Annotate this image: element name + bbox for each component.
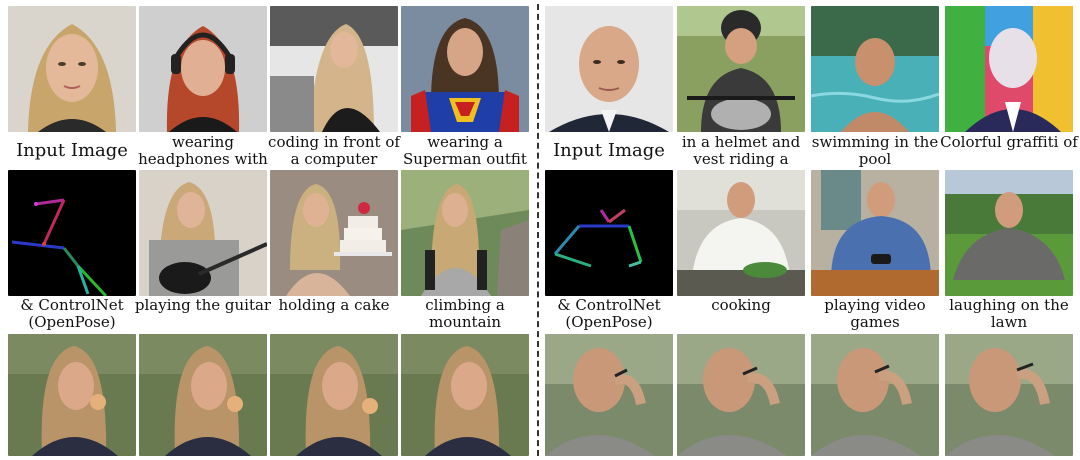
video-frame-man-makeup [945, 334, 1073, 456]
caption-controlnet: & ControlNet (OpenPose) [20, 296, 124, 331]
input-portrait-woman [8, 6, 136, 132]
caption-prompt: climbing a mountain [425, 296, 505, 331]
generated-image-headphones [139, 6, 267, 132]
video-frame-woman-eating [401, 334, 529, 456]
video-frame-man-makeup [677, 334, 805, 456]
generated-image-graffiti [945, 6, 1073, 132]
caption-input-image: Input Image [16, 140, 128, 161]
right-figure-panel: Input Image in a helmet and vest riding … [545, 0, 1078, 460]
caption-controlnet: & ControlNet (OpenPose) [557, 296, 661, 331]
generated-image-motorcycle [677, 6, 805, 132]
input-portrait-man [545, 6, 673, 132]
generated-image-lawn [945, 170, 1073, 296]
openpose-skeleton [545, 170, 673, 296]
caption-input-image: Input Image [553, 140, 665, 161]
generated-image-guitar [139, 170, 267, 296]
caption-prompt: playing the guitar [134, 296, 272, 314]
caption-prompt: playing video games [824, 296, 926, 331]
caption-prompt: wearing a Superman outfit [403, 133, 527, 168]
generated-image-superman [401, 6, 529, 132]
caption-prompt: laughing on the lawn [949, 296, 1069, 331]
video-frame-woman-eating [270, 334, 398, 456]
generated-image-cake [270, 170, 398, 296]
video-frame-woman-eating [139, 334, 267, 456]
video-frame-man-makeup [811, 334, 939, 456]
left-figure-panel: Input Image wearing headphones with red … [4, 0, 534, 460]
caption-prompt: Colorful graffiti of [940, 133, 1078, 151]
generated-image-coding [270, 6, 398, 132]
generated-image-climbing [401, 170, 529, 296]
video-frame-woman-eating [8, 334, 136, 456]
caption-prompt: coding in front of a computer [268, 133, 400, 168]
dashed-divider [537, 4, 539, 456]
caption-prompt: swimming in the pool [811, 133, 939, 168]
caption-prompt: cooking [711, 296, 771, 314]
generated-image-swimming [811, 6, 939, 132]
generated-image-video-games [811, 170, 939, 296]
caption-prompt: holding a cake [278, 296, 390, 314]
generated-image-cooking [677, 170, 805, 296]
video-frame-man-makeup [545, 334, 673, 456]
openpose-skeleton [8, 170, 136, 296]
